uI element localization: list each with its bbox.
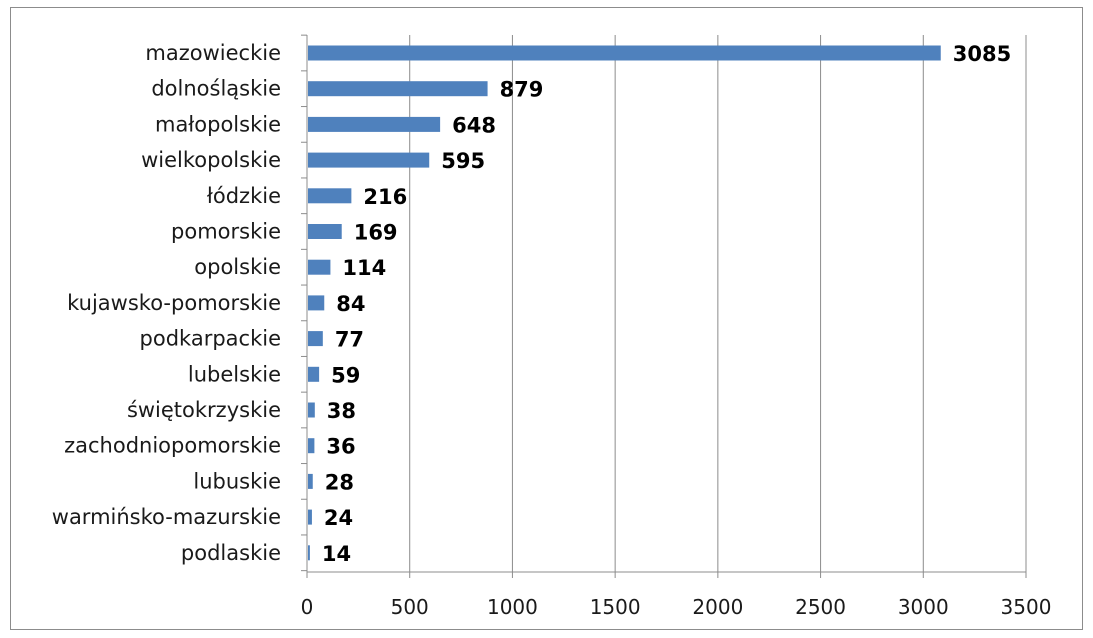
x-tick-label: 0 — [301, 595, 314, 619]
data-label: 24 — [324, 506, 353, 530]
category-label: zachodniopomorskie — [64, 434, 281, 458]
category-label: lubuskie — [193, 469, 281, 493]
bar — [308, 545, 310, 561]
x-tick-label: 2000 — [692, 595, 743, 619]
bars — [308, 45, 941, 561]
bar — [308, 81, 488, 97]
data-label: 28 — [325, 470, 354, 494]
bar — [308, 473, 313, 489]
category-label: podlaskie — [181, 541, 281, 565]
data-label: 216 — [363, 185, 407, 209]
bar — [308, 224, 342, 239]
data-label: 14 — [322, 542, 351, 566]
data-label: 879 — [500, 78, 544, 102]
data-label: 36 — [326, 435, 355, 459]
bar — [308, 331, 323, 347]
bar — [308, 116, 441, 132]
data-label: 38 — [327, 399, 356, 423]
bar — [308, 509, 312, 525]
data-label: 595 — [441, 149, 485, 173]
category-label: łódzkie — [207, 184, 281, 208]
data-label: 84 — [336, 292, 365, 316]
labels: 0 500 1000 1500 2000 2500 3000 3500 mazowieckie 3… — [52, 41, 1052, 619]
category-label: małopolskie — [155, 112, 281, 136]
category-label: warmińsko-mazurskie — [52, 505, 281, 529]
axes — [301, 34, 1027, 578]
bar — [308, 45, 941, 61]
bar — [308, 295, 325, 311]
data-label: 114 — [342, 256, 386, 280]
bar — [308, 438, 315, 454]
bar — [308, 402, 315, 418]
category-label: dolnośląskie — [151, 77, 281, 101]
data-label: 648 — [452, 113, 496, 137]
category-label: pomorskie — [171, 220, 281, 244]
category-label: świętokrzyskie — [127, 398, 281, 422]
category-label: kujawsko-pomorskie — [67, 291, 281, 315]
category-label: opolskie — [194, 255, 281, 279]
data-label: 3085 — [953, 42, 1011, 66]
x-tick-label: 3500 — [1001, 595, 1052, 619]
bar — [308, 366, 320, 382]
bar — [308, 152, 430, 168]
data-label: 169 — [354, 221, 398, 245]
gridlines — [409, 35, 1027, 572]
x-tick-label: 3000 — [898, 595, 949, 619]
category-label: podkarpackie — [140, 327, 281, 351]
data-label: 77 — [335, 328, 364, 352]
category-label: wielkopolskie — [141, 148, 281, 172]
bar — [308, 259, 331, 275]
chart-frame — [10, 7, 1083, 630]
x-tick-label: 500 — [391, 595, 429, 619]
x-tick-label: 2500 — [795, 595, 846, 619]
category-label: lubelskie — [188, 362, 281, 386]
bar — [308, 188, 352, 204]
data-label: 59 — [331, 363, 360, 387]
x-tick-label: 1000 — [487, 595, 538, 619]
category-label: mazowieckie — [145, 41, 281, 65]
x-tick-label: 1500 — [590, 595, 641, 619]
